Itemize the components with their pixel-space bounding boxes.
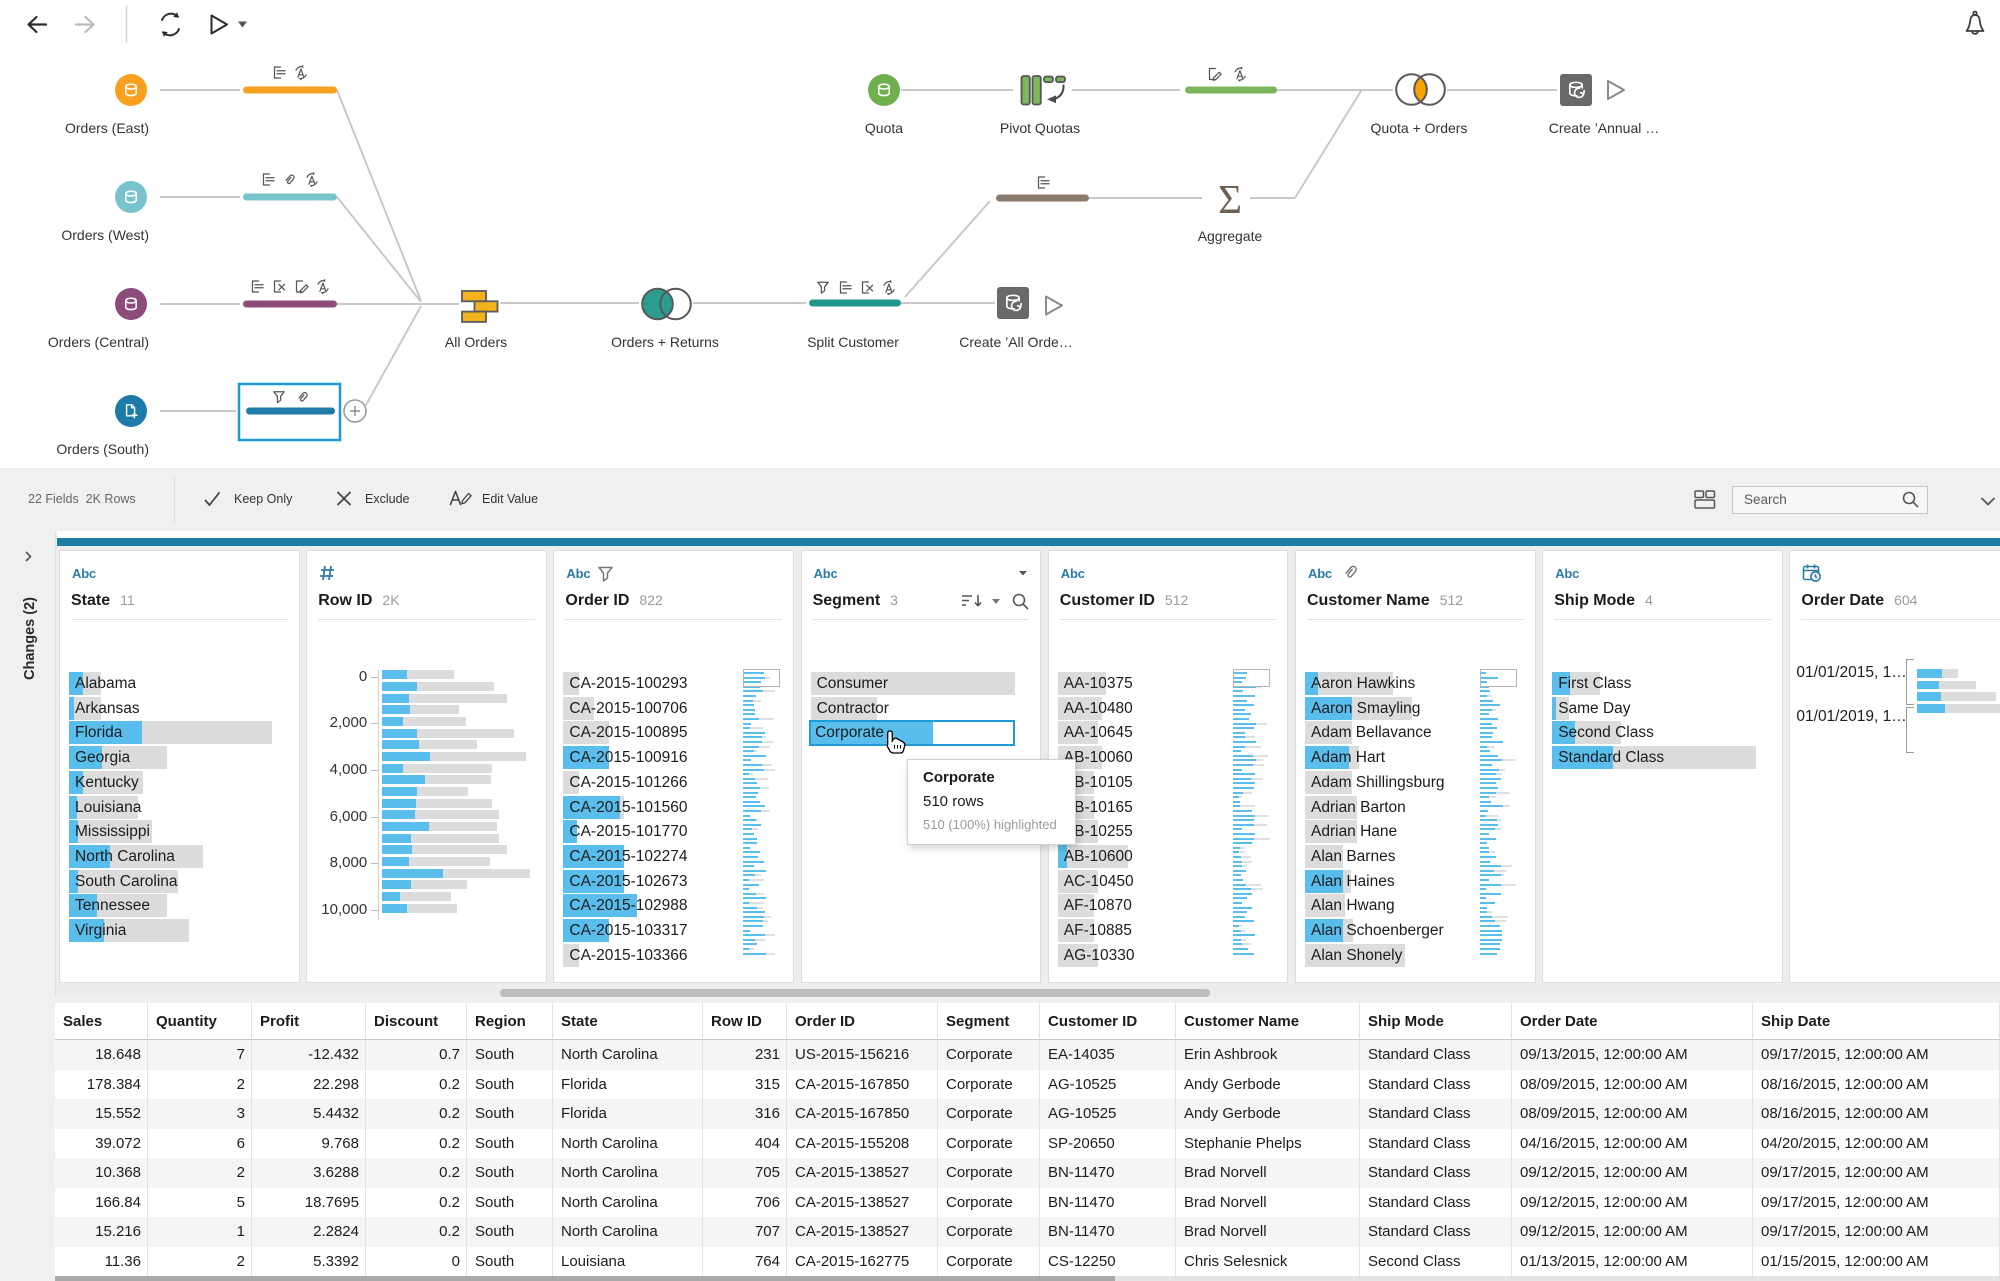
svg-text:Orders (West): Orders (West) [61,227,149,243]
svg-text:Orders (East): Orders (East) [65,120,149,136]
svg-text:Split Customer: Split Customer [807,334,899,350]
svg-text:Aggregate: Aggregate [1198,228,1263,244]
svg-text:Pivot Quotas: Pivot Quotas [1000,120,1080,136]
svg-text:Quota + Orders: Quota + Orders [1371,120,1468,136]
svg-text:Orders (South): Orders (South) [56,441,149,457]
svg-text:Quota: Quota [865,120,903,136]
svg-text:Orders + Returns: Orders + Returns [611,334,719,350]
svg-text:All Orders: All Orders [445,334,507,350]
svg-text:Create ’All Orde…: Create ’All Orde… [959,334,1073,350]
svg-text:Orders (Central): Orders (Central) [48,334,149,350]
svg-text:Σ: Σ [1218,176,1242,222]
svg-text:Create ’Annual …: Create ’Annual … [1549,120,1660,136]
